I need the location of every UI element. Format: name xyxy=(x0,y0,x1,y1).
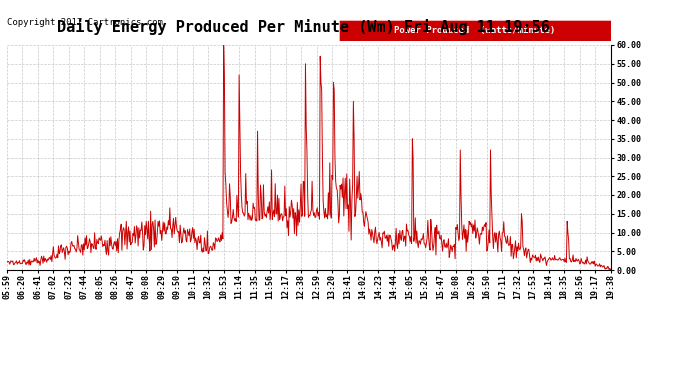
Text: Daily Energy Produced Per Minute (Wm) Fri Aug 11 19:56: Daily Energy Produced Per Minute (Wm) Fr… xyxy=(57,19,550,35)
Text: Copyright 2017 Cartronics.com: Copyright 2017 Cartronics.com xyxy=(7,18,163,27)
